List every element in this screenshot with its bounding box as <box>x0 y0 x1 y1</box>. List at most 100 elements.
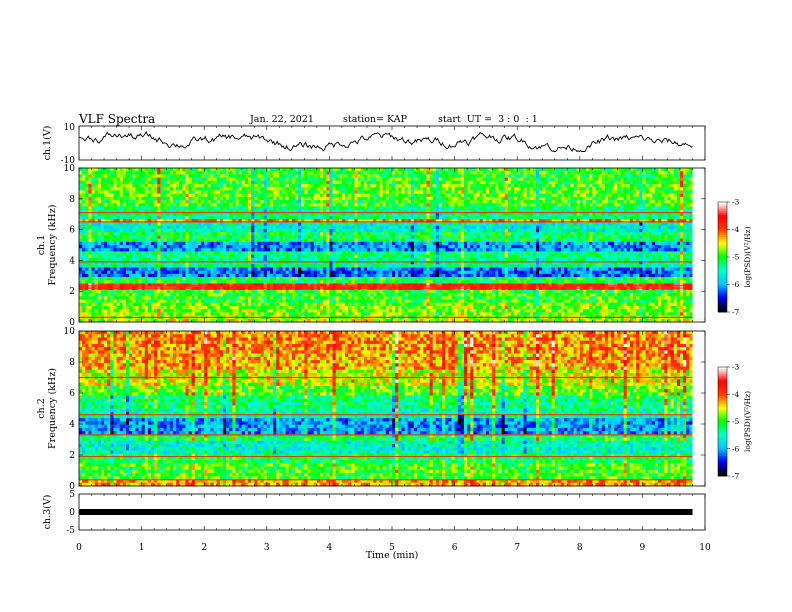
spectrogram-cell <box>232 207 236 211</box>
spectrogram-cell <box>248 181 252 185</box>
spectrogram-cell <box>98 174 102 178</box>
spectrogram-cell <box>264 216 268 220</box>
spectrogram-cell <box>480 213 484 217</box>
spectrogram-cell <box>470 187 474 191</box>
spectrogram-cell <box>689 203 693 207</box>
spectrogram-cell <box>138 223 142 227</box>
spectrogram-cell <box>552 232 556 236</box>
spectrogram-cell <box>270 190 274 194</box>
spectrogram-cell <box>376 187 380 191</box>
spectrogram-cell <box>217 200 221 204</box>
spectrogram-cell <box>132 194 136 198</box>
spectrogram-cell <box>674 207 678 211</box>
spectrogram-cell <box>110 181 114 185</box>
spectrogram-cell <box>126 226 130 230</box>
spectrogram-cell <box>164 242 168 246</box>
spectrogram-cell <box>646 245 650 249</box>
spectrogram-cell <box>104 200 108 204</box>
spectrogram-cell <box>564 171 568 175</box>
ch1-spectrogram <box>79 168 705 322</box>
spectrogram-cell <box>486 200 490 204</box>
spectrogram-cell <box>539 203 543 207</box>
spectrogram-cell <box>210 187 214 191</box>
spectrogram-cell <box>523 181 527 185</box>
spectrogram-cell <box>627 223 631 227</box>
spectrogram-cell <box>276 190 280 194</box>
spectrogram-cell <box>267 200 271 204</box>
spectrogram-cell <box>405 223 409 227</box>
spectrogram-cell <box>217 178 221 182</box>
spectrogram-cell <box>586 197 590 201</box>
spectrogram-cell <box>120 242 124 246</box>
spectrogram-cell <box>185 174 189 178</box>
spectrogram-cell <box>658 216 662 220</box>
spectrogram-cell <box>351 207 355 211</box>
spectrogram-cell <box>304 216 308 220</box>
spectrogram-cell <box>555 194 559 198</box>
spectrogram-cell <box>627 184 631 188</box>
spectrogram-cell <box>642 200 646 204</box>
spectrogram-cell <box>298 229 302 233</box>
spectrogram-cell <box>570 181 574 185</box>
spectrogram-cell <box>542 187 546 191</box>
spectrogram-cell <box>489 232 493 236</box>
spectrogram-cell <box>405 207 409 211</box>
spectrogram-cell <box>323 235 327 239</box>
spectrogram-cell <box>210 229 214 233</box>
spectrogram-cell <box>214 248 218 252</box>
spectrogram-cell <box>292 242 296 246</box>
spectrogram-cell <box>210 242 214 246</box>
spectrogram-cell <box>667 216 671 220</box>
spectrogram-cell <box>664 235 668 239</box>
spectrogram-cell <box>630 178 634 182</box>
spectrogram-cell <box>267 174 271 178</box>
spectrogram-cell <box>157 223 161 227</box>
spectrogram-cell <box>164 239 168 243</box>
spectrogram-cell <box>620 232 624 236</box>
spectrogram-cell <box>570 171 574 175</box>
spectrogram-cell <box>423 178 427 182</box>
spectrogram-cell <box>210 200 214 204</box>
spectrogram-cell <box>461 245 465 249</box>
spectrogram-cell <box>342 229 346 233</box>
spectrogram-cell <box>314 187 318 191</box>
spectrogram-cell <box>342 248 346 252</box>
spectrogram-cell <box>364 242 368 246</box>
spectrogram-cell <box>192 245 196 249</box>
spectrogram-cell <box>611 178 615 182</box>
spectrogram-cell <box>455 207 459 211</box>
spectrogram-cell <box>564 235 568 239</box>
spectrogram-cell <box>245 181 249 185</box>
spectrogram-cell <box>204 245 208 249</box>
spectrogram-cell <box>570 207 574 211</box>
spectrogram-cell <box>239 245 243 249</box>
spectrogram-cell <box>198 235 202 239</box>
spectrogram-cell <box>345 197 349 201</box>
spectrogram-cell <box>451 187 455 191</box>
spectrogram-cell <box>564 187 568 191</box>
spectrogram-cell <box>336 229 340 233</box>
spectrogram-cell <box>182 174 186 178</box>
spectrogram-cell <box>132 171 136 175</box>
spectrogram-cell <box>207 232 211 236</box>
spectrogram-cell <box>107 178 111 182</box>
spectrogram-cell <box>201 216 205 220</box>
spectrogram-cell <box>633 178 637 182</box>
spectrogram-cell <box>354 197 358 201</box>
spectrogram-cell <box>430 226 434 230</box>
spectrogram-cell <box>608 194 612 198</box>
spectrogram-cell <box>245 213 249 217</box>
spectrogram-cell <box>473 174 477 178</box>
spectrogram-cell <box>630 203 634 207</box>
spectrogram-cell <box>204 242 208 246</box>
spectrogram-cell <box>552 226 556 230</box>
spectrogram-cell <box>383 194 387 198</box>
spectrogram-cell <box>480 187 484 191</box>
spectrogram-cell <box>173 178 177 182</box>
spectrogram-cell <box>674 187 678 191</box>
spectrogram-cell <box>189 216 193 220</box>
spectrogram-cell <box>671 235 675 239</box>
spectrogram-cell <box>264 239 268 243</box>
spectrogram-cell <box>151 197 155 201</box>
spectrogram-cell <box>492 235 496 239</box>
